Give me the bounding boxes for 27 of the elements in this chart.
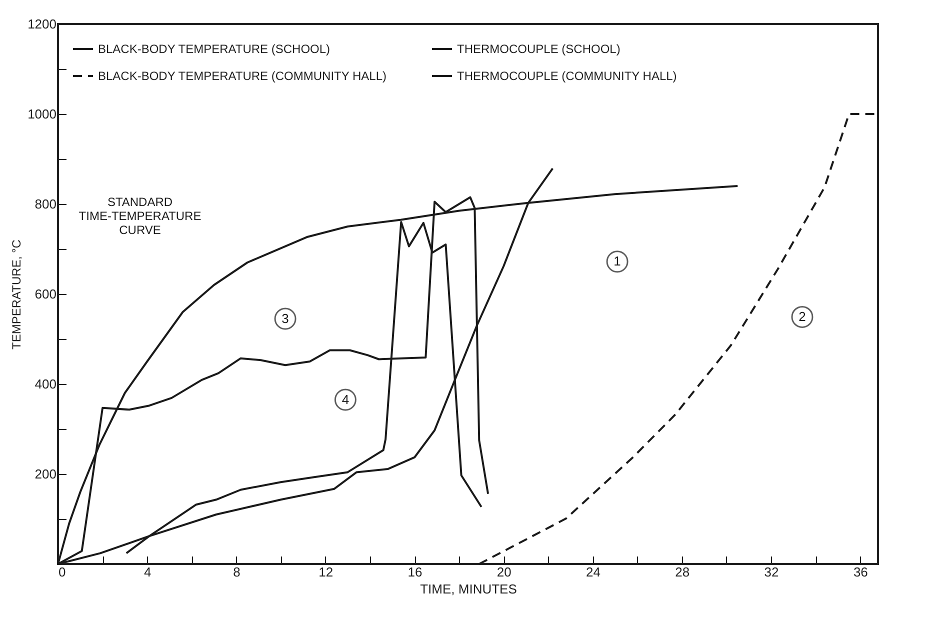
x-tick-label: 16: [408, 564, 422, 580]
annotation: 2: [798, 308, 806, 324]
y-tick-label: 800: [34, 196, 56, 212]
x-tick-label: 12: [318, 564, 334, 580]
y-tick-label: 1000: [28, 106, 56, 122]
x-tick-label: 24: [586, 564, 601, 580]
x-tick-label: 4: [144, 564, 152, 580]
legend-label: BLACK-BODY TEMPERATURE (COMMUNITY HALL): [98, 69, 386, 83]
y-axis-title: TEMPERATURE, °C: [10, 239, 24, 350]
y-tick-label: 400: [34, 376, 56, 392]
annotation: 3: [282, 310, 289, 326]
x-tick-label: 28: [675, 564, 690, 580]
legend-label: THERMOCOUPLE (SCHOOL): [457, 42, 620, 56]
x-tick-label: 8: [233, 564, 240, 580]
x-tick-label: 32: [764, 564, 779, 580]
annotation: 4: [342, 392, 350, 407]
y-tick-label: 200: [34, 466, 56, 482]
y-tick-label: 600: [34, 286, 56, 302]
x-tick-label: 0: [58, 564, 66, 580]
annotation: STANDARD TIME-TEMPERATURE CURVE: [78, 195, 202, 237]
annotation: 1: [614, 254, 621, 269]
x-axis-title: TIME, MINUTES: [420, 582, 518, 596]
x-tick-label: 20: [496, 564, 512, 580]
legend-label: THERMOCOUPLE (COMMUNITY HALL): [457, 69, 677, 83]
x-tick-label: 36: [853, 564, 868, 580]
y-tick-label: 1200: [28, 16, 56, 32]
legend-label: BLACK-BODY TEMPERATURE (SCHOOL): [98, 42, 330, 56]
